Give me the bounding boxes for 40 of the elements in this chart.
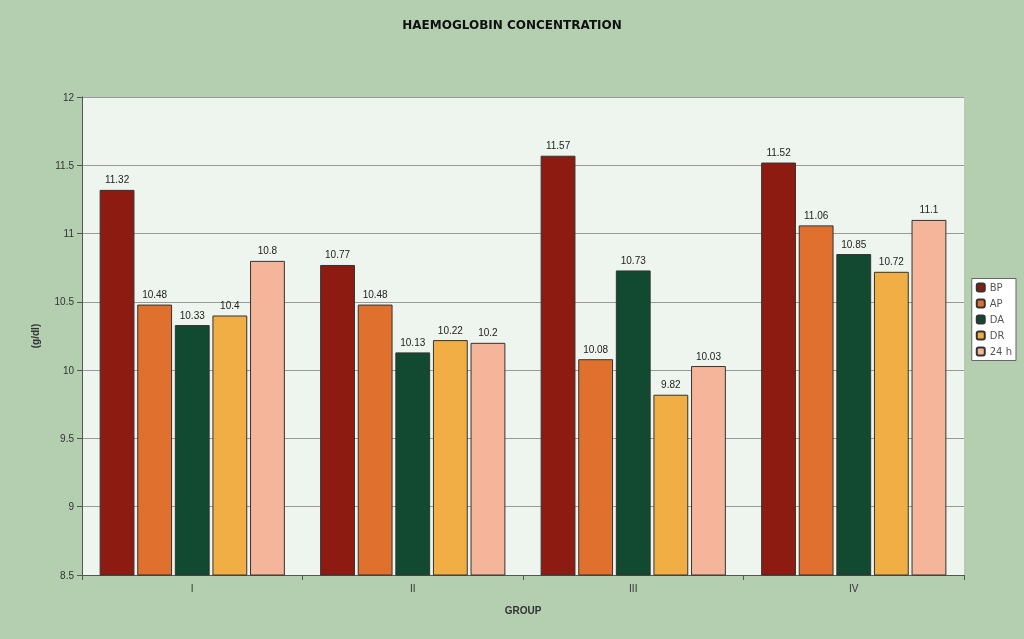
x-axis-title: GROUP	[504, 604, 542, 616]
data-label: 10.85	[841, 238, 867, 250]
y-tick-label: 9.5	[60, 432, 75, 444]
data-label: 11.06	[804, 209, 829, 221]
chart-title: HAEMOGLOBIN CONCENTRATION	[402, 18, 622, 32]
data-label: 10.72	[878, 256, 905, 268]
data-label: 11.57	[545, 140, 571, 152]
y-tick-label: 11.5	[55, 159, 75, 171]
legend-label: AP	[989, 298, 1003, 309]
data-label: 10.77	[325, 249, 351, 261]
legend-label: 24 h	[989, 346, 1013, 357]
legend-label: DA	[989, 314, 1005, 325]
data-label: 10.4	[220, 300, 241, 312]
x-tick-label: IV	[849, 582, 859, 594]
x-tick-label: II	[409, 582, 416, 594]
data-label: 10.48	[142, 289, 168, 301]
data-label: 10.33	[179, 309, 206, 321]
y-tick-label: 10.5	[54, 296, 75, 308]
data-label: 9.82	[661, 379, 682, 391]
x-tick-label: III	[629, 582, 638, 594]
y-tick-label: 9	[68, 501, 75, 513]
y-axis-title: (g/dl)	[29, 323, 41, 349]
data-label: 10.48	[362, 289, 389, 301]
data-label: 10.8	[257, 245, 278, 257]
data-label: 10.08	[583, 343, 609, 355]
y-tick-label: 11	[63, 228, 75, 240]
y-tick-label: 10	[62, 364, 75, 376]
y-tick-label: 8.5	[60, 569, 75, 581]
data-label: 10.2	[478, 327, 499, 339]
legend-label: BP	[989, 282, 1003, 293]
legend-label: DR	[989, 330, 1005, 341]
data-label: 11.32	[104, 174, 130, 186]
data-label: 10.03	[695, 350, 722, 362]
data-label: 10.22	[437, 324, 464, 336]
data-label: 10.13	[400, 336, 426, 348]
y-tick-label: 12	[62, 91, 75, 103]
data-label: 11.1	[919, 204, 939, 216]
data-label: 11.52	[766, 147, 792, 159]
data-label: 10.73	[620, 254, 647, 266]
x-tick-label: I	[190, 582, 194, 594]
